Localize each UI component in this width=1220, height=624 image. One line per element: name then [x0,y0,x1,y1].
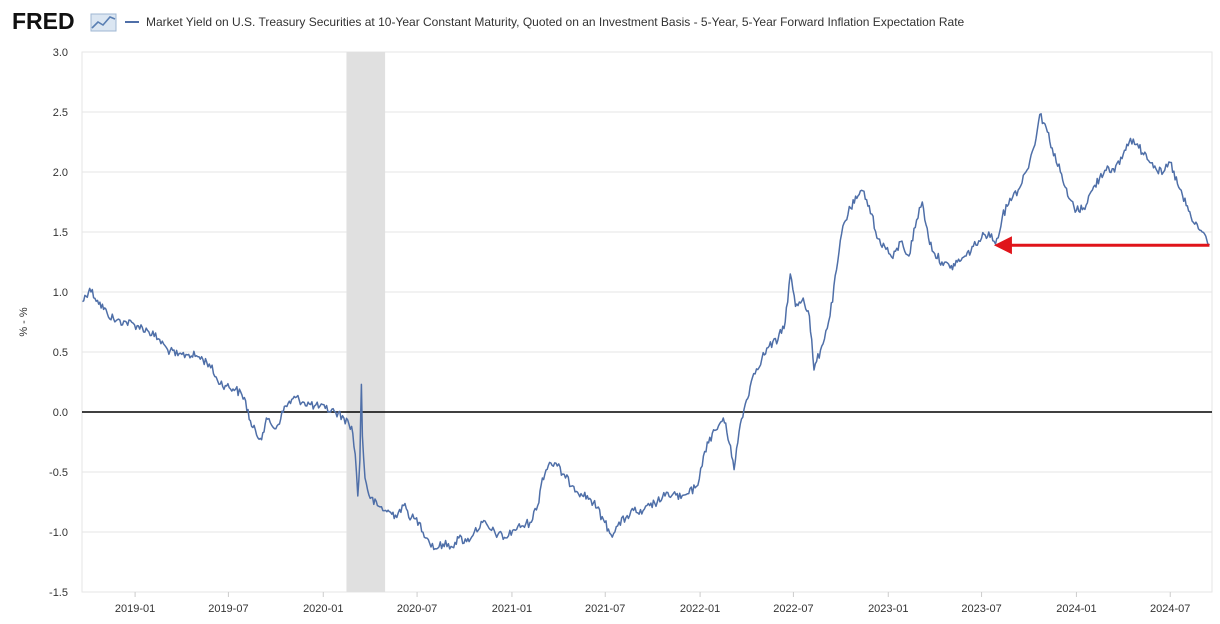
x-tick-labels: 2019-01 2019-07 2020-01 2020-07 2021-01 2021-… [115,592,1190,615]
x-tick-label: 2020-01 [303,603,343,615]
y-tick-label: 1.5 [53,227,68,239]
y-tick-label: 2.0 [53,167,68,179]
y-tick-label: -1.0 [49,527,68,539]
series-layer [82,113,1210,551]
annotation-arrow-head [993,236,1012,255]
fred-logo[interactable]: FRED [12,8,75,34]
x-tick-label: 2023-07 [961,603,1001,615]
y-tick-label: -1.5 [49,587,68,599]
x-tick-label: 2021-01 [492,603,532,615]
x-tick-label: 2023-01 [868,603,908,615]
y-tick-label: 1.0 [53,287,68,299]
y-tick-label: 0.0 [53,407,68,419]
annotation-layer [993,236,1210,255]
x-tick-label: 2024-01 [1056,603,1096,615]
x-tick-label: 2024-07 [1150,603,1190,615]
x-tick-label: 2020-07 [397,603,437,615]
y-tick-label: -0.5 [49,467,68,479]
data-series-line [82,113,1210,551]
x-tick-label: 2022-07 [773,603,813,615]
y-tick-label: 3.0 [53,47,68,59]
x-tick-label: 2022-01 [680,603,720,615]
x-tick-label: 2019-01 [115,603,155,615]
x-tick-label: 2019-07 [208,603,248,615]
chart-title: Market Yield on U.S. Treasury Securities… [146,15,965,29]
recession-band [346,52,386,592]
grid-lines [82,51,1212,593]
y-tick-label: 2.5 [53,107,68,119]
x-tick-label: 2021-07 [585,603,625,615]
y-tick-labels: 3.0 2.5 2.0 1.5 1.0 0.5 0.0 -0.5 -1.0 -1.5 [49,47,68,599]
y-axis-label: % - % [18,307,30,337]
recession-shading [346,52,386,592]
line-chart-icon [90,13,117,32]
plot-area [81,51,1213,593]
y-tick-label: 0.5 [53,347,68,359]
